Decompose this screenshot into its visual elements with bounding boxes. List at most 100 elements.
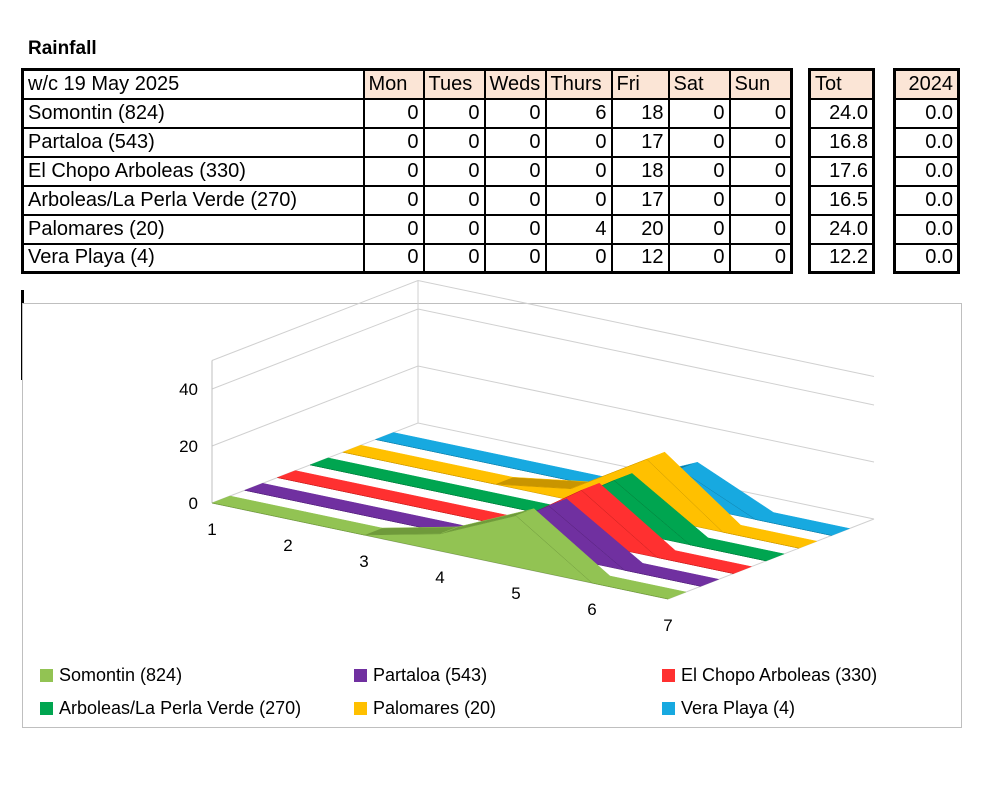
previous-year-cell: 0.0 xyxy=(893,242,960,274)
station-name: El Chopo Arboleas (330) xyxy=(21,155,365,187)
y-tick-label: 40 xyxy=(179,380,198,399)
previous-year-cell: 0.0 xyxy=(893,155,960,187)
previous-year-row: 0.0 xyxy=(893,184,960,216)
rain-cell: 0 xyxy=(667,242,731,274)
previous-year-cell: 0.0 xyxy=(893,126,960,158)
station-name: Partaloa (543) xyxy=(21,126,365,158)
wall-top-edge xyxy=(211,279,875,377)
rainfall-table: w/c 19 May 2025 Mon Tues Weds Thurs Fri … xyxy=(21,68,793,274)
previous-year-row: 0.0 xyxy=(893,97,960,129)
week-label: w/c 19 May 2025 xyxy=(21,68,365,100)
rain-cell: 0 xyxy=(667,126,731,158)
x-tick-label: 7 xyxy=(663,616,672,635)
total-row: 16.8 xyxy=(808,126,875,158)
legend-swatch xyxy=(354,702,367,715)
rain-cell: 0 xyxy=(422,213,486,245)
rain-cell: 0 xyxy=(483,242,547,274)
rain-cell: 0 xyxy=(483,97,547,129)
day-header-thurs: Thurs xyxy=(544,68,613,100)
table-row: Arboleas/La Perla Verde (270) 0 0 0 0 17 0 0 xyxy=(21,184,793,216)
rain-cell: 0 xyxy=(728,213,793,245)
rain-cell: 0 xyxy=(728,155,793,187)
legend-swatch xyxy=(354,669,367,682)
rain-cell: 0 xyxy=(422,155,486,187)
rain-cell: 0 xyxy=(667,213,731,245)
station-name: Palomares (20) xyxy=(21,213,365,245)
legend-label: Vera Playa (4) xyxy=(681,698,796,718)
table-header-row: w/c 19 May 2025 Mon Tues Weds Thurs Fri … xyxy=(21,68,793,100)
previous-year-cell: 0.0 xyxy=(893,213,960,245)
table-row: Partaloa (543) 0 0 0 0 17 0 0 xyxy=(21,126,793,158)
previous-year-row: 0.0 xyxy=(893,155,960,187)
total-cell: 24.0 xyxy=(808,97,875,129)
rain-cell: 17 xyxy=(610,126,670,158)
x-tick-label: 1 xyxy=(207,520,216,539)
legend-item: Partaloa (543) xyxy=(354,665,487,686)
rain-cell: 20 xyxy=(610,213,670,245)
previous-year-header: 2024 xyxy=(893,68,960,100)
total-row: 24.0 xyxy=(808,213,875,245)
rain-cell: 0 xyxy=(362,213,425,245)
legend-swatch xyxy=(662,702,675,715)
series-area xyxy=(211,502,669,600)
rain-cell: 18 xyxy=(610,155,670,187)
rain-cell: 0 xyxy=(544,184,613,216)
total-row: 17.6 xyxy=(808,155,875,187)
previous-year-row: 0.0 xyxy=(893,213,960,245)
rain-cell: 0 xyxy=(728,126,793,158)
legend-item: Arboleas/La Perla Verde (270) xyxy=(40,698,301,719)
day-header-sat: Sat xyxy=(667,68,731,100)
total-header: Tot xyxy=(808,68,875,100)
table-row: Palomares (20) 0 0 0 4 20 0 0 xyxy=(21,213,793,245)
previous-year-cell: 0.0 xyxy=(893,184,960,216)
legend-swatch xyxy=(40,669,53,682)
day-header-fri: Fri xyxy=(610,68,670,100)
y-tick-label: 0 xyxy=(189,494,198,513)
rain-cell: 0 xyxy=(728,184,793,216)
total-row: 12.2 xyxy=(808,242,875,274)
table-row: Vera Playa (4) 0 0 0 0 12 0 0 xyxy=(21,242,793,274)
rain-cell: 0 xyxy=(544,155,613,187)
legend-label: Somontin (824) xyxy=(59,665,183,685)
total-row: 24.0 xyxy=(808,97,875,129)
rain-cell: 4 xyxy=(544,213,613,245)
legend-label: Arboleas/La Perla Verde (270) xyxy=(59,698,302,718)
legend-item: El Chopo Arboleas (330) xyxy=(662,665,877,686)
total-cell: 16.8 xyxy=(808,126,875,158)
legend-item: Somontin (824) xyxy=(40,665,182,686)
day-header-mon: Mon xyxy=(362,68,425,100)
rain-cell: 0 xyxy=(667,155,731,187)
rain-cell: 0 xyxy=(544,126,613,158)
gridline xyxy=(211,365,875,463)
rain-cell: 0 xyxy=(728,97,793,129)
rain-cell: 0 xyxy=(483,213,547,245)
x-tick-label: 6 xyxy=(587,600,596,619)
legend-item: Palomares (20) xyxy=(354,698,496,719)
rain-cell: 0 xyxy=(483,184,547,216)
rain-cell: 0 xyxy=(483,126,547,158)
previous-year-cell: 0.0 xyxy=(893,97,960,129)
day-header-tues: Tues xyxy=(422,68,486,100)
table-row: Somontin (824) 0 0 0 6 18 0 0 xyxy=(21,97,793,129)
rain-cell: 0 xyxy=(362,242,425,274)
total-header-row: Tot xyxy=(808,68,875,100)
x-tick-label: 5 xyxy=(511,584,520,603)
rain-cell: 0 xyxy=(362,126,425,158)
total-cell: 16.5 xyxy=(808,184,875,216)
legend-label: Palomares (20) xyxy=(373,698,497,718)
rain-cell: 0 xyxy=(544,242,613,274)
total-row: 16.5 xyxy=(808,184,875,216)
legend-item: Vera Playa (4) xyxy=(662,698,795,719)
table-row: El Chopo Arboleas (330) 0 0 0 0 18 0 0 xyxy=(21,155,793,187)
legend-swatch xyxy=(662,669,675,682)
rain-cell: 0 xyxy=(422,242,486,274)
station-name: Arboleas/La Perla Verde (270) xyxy=(21,184,365,216)
total-cell: 17.6 xyxy=(808,155,875,187)
rain-cell: 0 xyxy=(667,184,731,216)
total-table: Tot 24.0 16.8 17.6 16.5 24.0 12.2 xyxy=(808,68,875,274)
rain-cell: 0 xyxy=(422,126,486,158)
previous-year-header-row: 2024 xyxy=(893,68,960,100)
legend-label: Partaloa (543) xyxy=(373,665,488,685)
rain-cell: 17 xyxy=(610,184,670,216)
